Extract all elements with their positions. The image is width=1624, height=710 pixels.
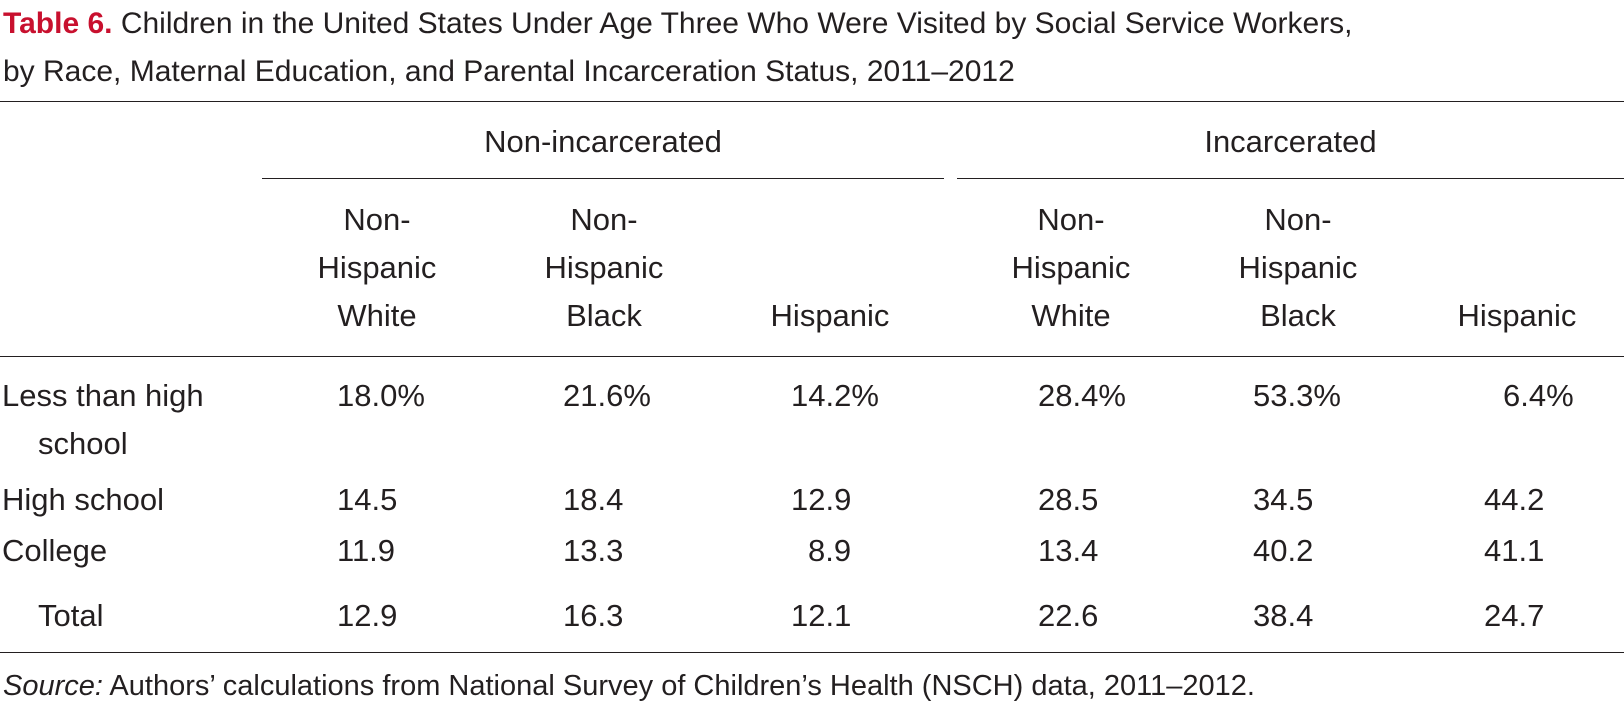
- table-cell: 6.4%: [1503, 378, 1574, 413]
- top-rule: [0, 101, 1624, 102]
- bottom-rule: [0, 652, 1624, 653]
- table-cell: 38.4: [1253, 598, 1314, 633]
- table-cell: 13.4: [1038, 533, 1099, 568]
- row-label: High school: [2, 482, 164, 517]
- column-header: Non- Hispanic White: [1011, 202, 1131, 333]
- group-rule-non-incarcerated: [262, 178, 944, 179]
- table-cell: 16.3: [563, 598, 624, 633]
- column-header: Hispanic: [770, 298, 890, 333]
- row-label: Less than high school: [2, 378, 204, 461]
- table-cell: 41.1: [1484, 533, 1545, 568]
- table-cell: 8.9: [808, 533, 852, 568]
- title-line-2: by Race, Maternal Education, and Parenta…: [3, 55, 1015, 88]
- row-label: Total: [38, 598, 104, 633]
- group-header-non-incarcerated: Non-incarcerated: [484, 124, 722, 159]
- table-cell: 18.4: [563, 482, 624, 517]
- table-cell: 28.4%: [1038, 378, 1126, 413]
- table-number: Table 6.: [3, 7, 113, 40]
- column-header: Hispanic: [1457, 298, 1577, 333]
- table-cell: 53.3%: [1253, 378, 1341, 413]
- table-title: Table 6. Children in the United States U…: [3, 0, 1353, 96]
- table-cell: 14.2%: [791, 378, 879, 413]
- table-cell: 34.5: [1253, 482, 1314, 517]
- group-rule-incarcerated: [957, 178, 1624, 179]
- table-cell: 12.9: [337, 598, 398, 633]
- table-cell: 14.5: [337, 482, 398, 517]
- table-cell: 22.6: [1038, 598, 1099, 633]
- source-label: Source:: [3, 670, 103, 702]
- table-cell: 44.2: [1484, 482, 1545, 517]
- table-cell: 12.1: [791, 598, 852, 633]
- column-header: Non- Hispanic Black: [1238, 202, 1358, 333]
- table-cell: 13.3: [563, 533, 624, 568]
- source-text: Authors’ calculations from National Surv…: [102, 670, 1255, 702]
- column-header: Non- Hispanic Black: [544, 202, 664, 333]
- group-header-incarcerated: Incarcerated: [1204, 124, 1377, 159]
- source-note: Source: Authors’ calculations from Natio…: [3, 666, 1255, 706]
- table-cell: 21.6%: [563, 378, 651, 413]
- column-header: Non- Hispanic White: [317, 202, 437, 333]
- table-cell: 40.2: [1253, 533, 1314, 568]
- row-label: College: [2, 533, 108, 568]
- header-rule: [0, 356, 1624, 357]
- table-cell: 11.9: [337, 533, 396, 568]
- table-cell: 24.7: [1484, 598, 1545, 633]
- table-cell: 28.5: [1038, 482, 1099, 517]
- table-cell: 18.0%: [337, 378, 425, 413]
- table-cell: 12.9: [791, 482, 852, 517]
- title-line-1: Children in the United States Under Age …: [112, 7, 1353, 40]
